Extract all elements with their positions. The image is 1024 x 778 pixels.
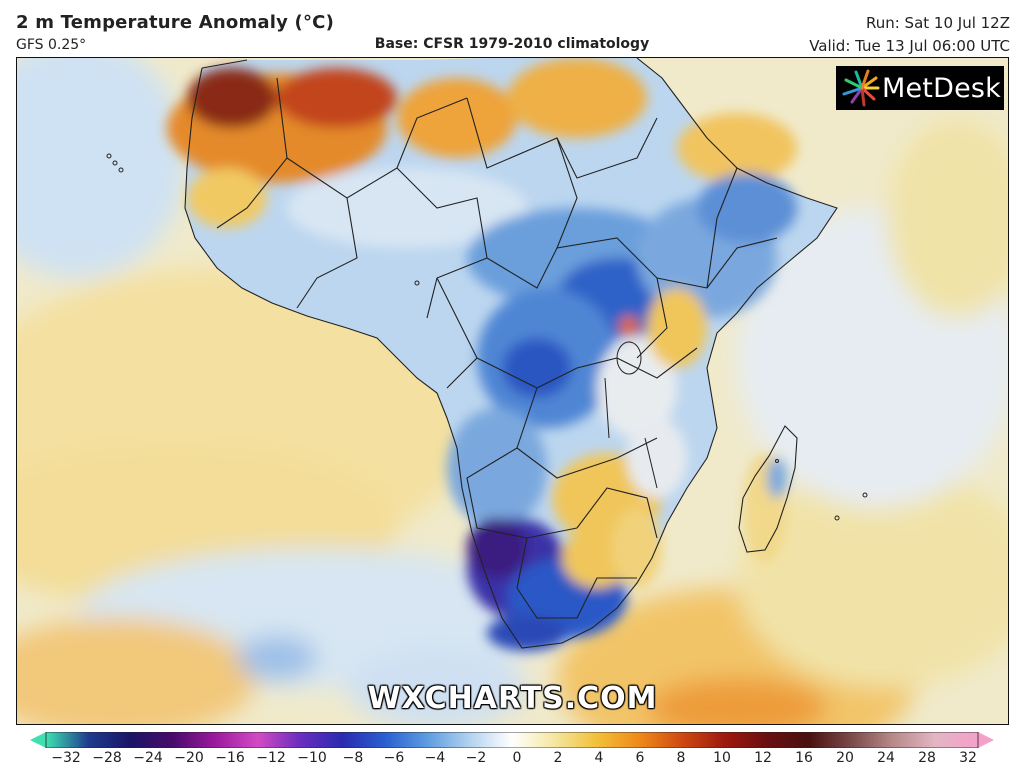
metdesk-burst-icon (842, 69, 880, 107)
chart-title: 2 m Temperature Anomaly (°C) (16, 12, 334, 33)
metdesk-logo-text: MetDesk (882, 72, 1001, 104)
colorbar-tick-label: −12 (256, 750, 286, 766)
colorbar-tick-label: −8 (342, 750, 364, 766)
run-time-label: Run: Sat 10 Jul 12Z (865, 14, 1010, 32)
colorbar-tick-label: 8 (676, 750, 686, 766)
anomaly-map[interactable]: MetDesk WXCHARTS.COM (16, 57, 1009, 725)
colorbar-tick-label: 32 (959, 750, 977, 766)
colorbar-tick-label: 10 (713, 750, 731, 766)
colorbar-tick-label: 20 (836, 750, 854, 766)
colorbar-tick-label: 24 (877, 750, 895, 766)
colorbar-tick-label: 6 (635, 750, 645, 766)
colorbar-tick-label: −10 (297, 750, 327, 766)
lakes (604, 341, 658, 489)
islands (106, 153, 868, 521)
colorbar-tick-labels: −32 −28 −24 −20 −16 −12 −10 −8 −6 −4 −2 0 2 4 6 8 10 12 16… (0, 750, 1024, 770)
model-label: GFS 0.25° (16, 37, 87, 53)
colorbar-cells (46, 732, 978, 748)
colorbar-tick-label: −4 (424, 750, 446, 766)
colorbar-tick-label: −20 (174, 750, 204, 766)
colorbar-tick-label: 4 (594, 750, 604, 766)
colorbar-max-arrow (978, 732, 994, 748)
colorbar-tick-label: 12 (754, 750, 772, 766)
wxcharts-watermark: WXCHARTS.COM (367, 681, 658, 716)
colorbar-tick-label: 16 (795, 750, 813, 766)
colorbar-tick-label: −28 (92, 750, 122, 766)
colorbar-min-arrow (30, 732, 46, 748)
ocean-anomaly-field (17, 58, 1008, 724)
land-anomaly-field (167, 58, 797, 651)
colorbar-tick-label: −32 (51, 750, 81, 766)
colorbar (30, 732, 994, 748)
map-canvas (17, 58, 1008, 724)
country-borders (184, 58, 838, 649)
valid-time-label: Valid: Tue 13 Jul 06:00 UTC (809, 37, 1010, 55)
colorbar-tick-label: 0 (512, 750, 522, 766)
colorbar-tick-label: −16 (215, 750, 245, 766)
colorbar-tick-label: −24 (133, 750, 163, 766)
madagascar-coast (738, 425, 798, 553)
climatology-base-label: Base: CFSR 1979-2010 climatology (374, 36, 650, 52)
colorbar-tick-label: −2 (465, 750, 487, 766)
colorbar-tick-label: −6 (383, 750, 405, 766)
metdesk-logo: MetDesk (836, 66, 1004, 110)
colorbar-tick-label: 2 (553, 750, 563, 766)
colorbar-tick-label: 28 (918, 750, 936, 766)
colorbar-gradient (46, 732, 978, 748)
